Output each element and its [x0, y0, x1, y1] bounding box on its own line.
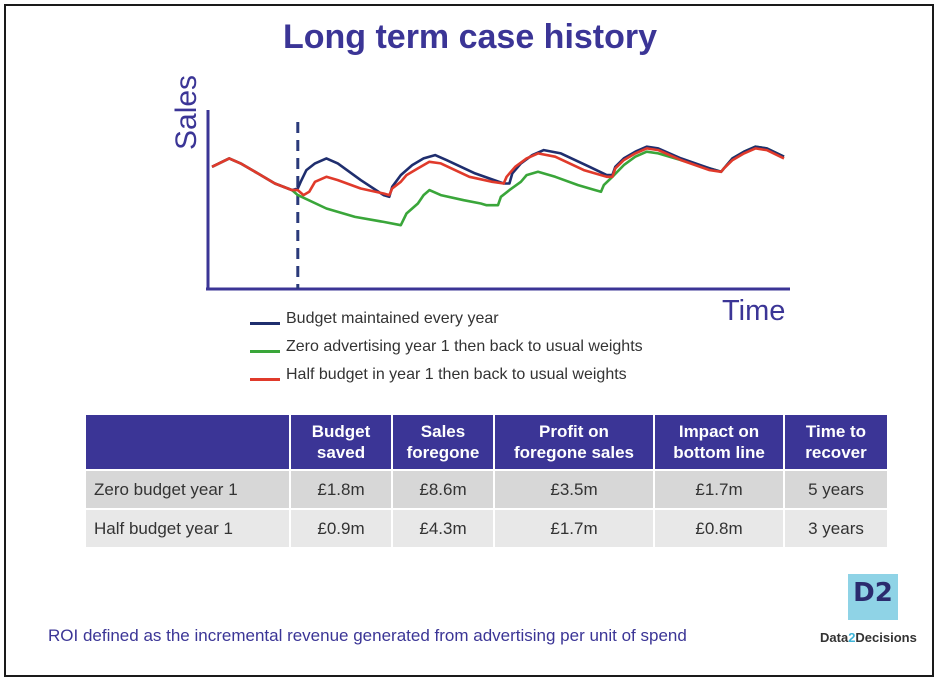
impact-table: Budget saved Sales foregone Profit on foreg… [86, 415, 887, 549]
slide-frame [4, 4, 934, 677]
x-axis-label: Time [722, 295, 786, 327]
legend-label: Zero advertising year 1 then back to usu… [286, 338, 643, 355]
table-cell: £0.9m [290, 509, 393, 549]
header-sales-foregone: Sales foregone [392, 415, 495, 471]
roi-footnote: ROI defined as the incremental revenue g… [48, 626, 687, 645]
page-title: Long term case history [282, 18, 658, 56]
row-label: Zero budget year 1 [86, 470, 291, 510]
legend-swatch [250, 322, 280, 325]
table-row: Half budget year 1 £0.9m £4.3m £1.7m £0.… [86, 509, 887, 549]
legend-label: Half budget in year 1 then back to usual… [286, 366, 627, 383]
logo-wordmark: Data2Decisions [820, 630, 917, 645]
table-header-row: Budget saved Sales foregone Profit on foreg… [86, 415, 887, 471]
table-cell: £1.7m [654, 470, 785, 510]
table-cell: £0.8m [654, 509, 785, 549]
series-line-0 [211, 145, 785, 199]
series-line-2 [211, 147, 785, 197]
header-empty [86, 415, 291, 471]
logo-mark: D2 [853, 578, 893, 608]
data2decisions-logo-icon: D2 [848, 574, 898, 620]
row-label: Half budget year 1 [86, 509, 291, 549]
legend-swatch [250, 350, 280, 353]
table-cell: £1.8m [290, 470, 393, 510]
header-impact-bottom-line: Impact on bottom line [654, 415, 785, 471]
legend-swatch [250, 378, 280, 381]
legend-label: Budget maintained every year [286, 310, 499, 327]
y-axis-label: Sales [170, 74, 203, 150]
header-time-to-recover: Time to recover [784, 415, 887, 471]
table-row: Zero budget year 1 £1.8m £8.6m £3.5m £1.… [86, 470, 887, 510]
table-cell: 3 years [784, 509, 887, 549]
header-profit-foregone: Profit on foregone sales [494, 415, 655, 471]
table-cell: 5 years [784, 470, 887, 510]
table-cell: £8.6m [392, 470, 495, 510]
table-cell: £1.7m [494, 509, 655, 549]
table-cell: £4.3m [392, 509, 495, 549]
header-budget-saved: Budget saved [290, 415, 393, 471]
table-cell: £3.5m [494, 470, 655, 510]
